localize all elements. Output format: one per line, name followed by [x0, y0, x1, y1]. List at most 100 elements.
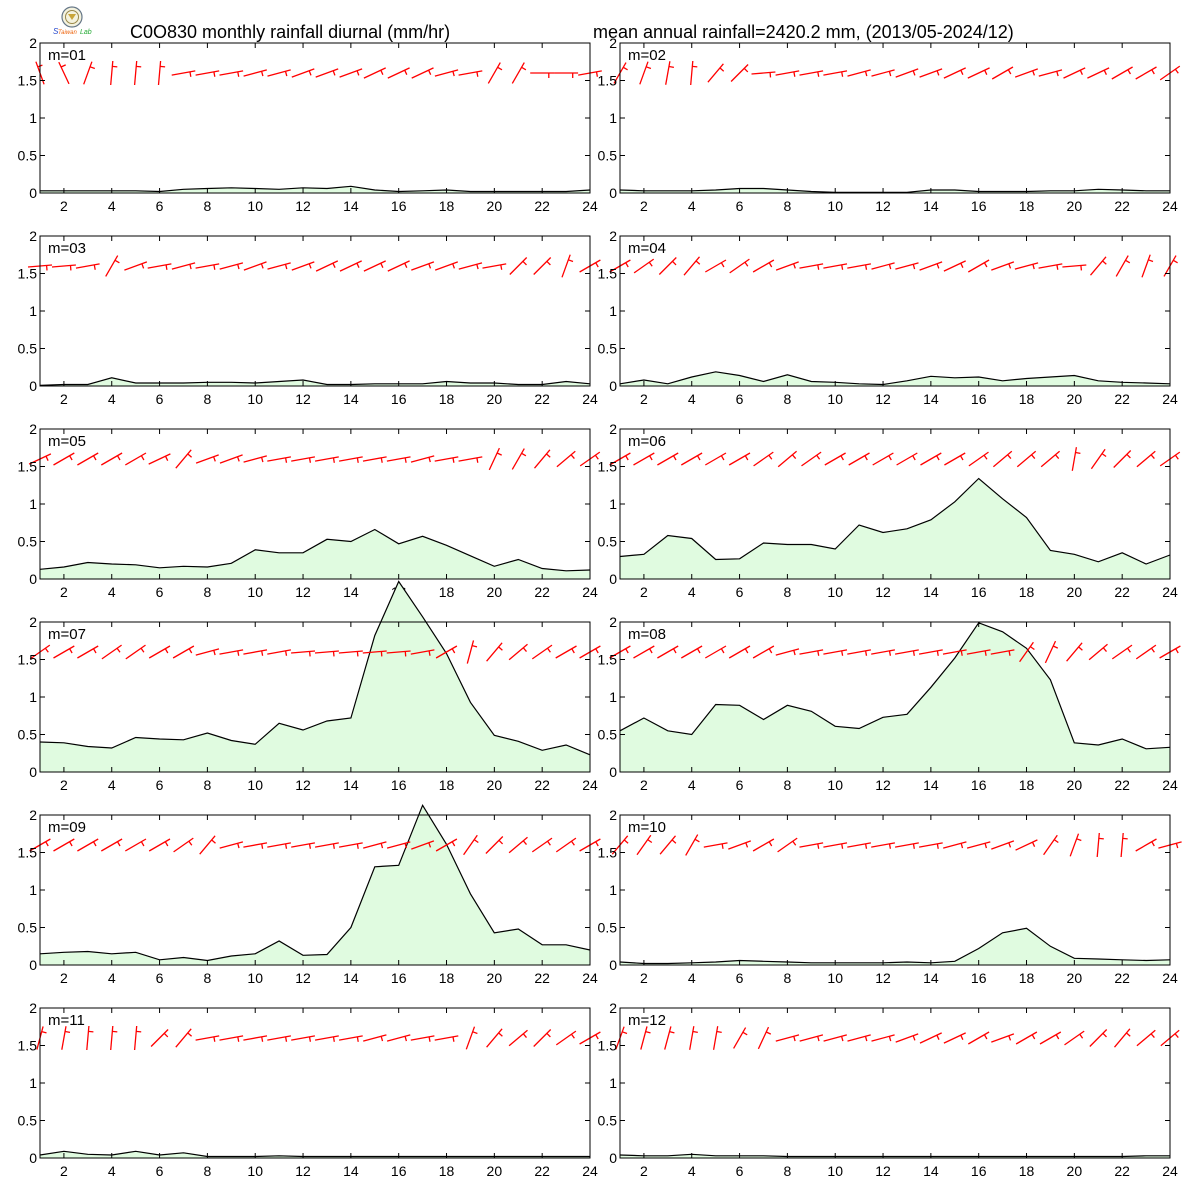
wind-barb-flag	[261, 1036, 264, 1042]
wind-barb	[150, 1029, 169, 1047]
wind-barb-flag	[888, 843, 892, 849]
wind-barb-flag	[93, 264, 96, 270]
wind-barb	[338, 1035, 363, 1041]
wind-barb-flag	[1032, 70, 1036, 76]
wind-barb-flag	[984, 69, 988, 75]
x-tick-label: 22	[1114, 777, 1130, 793]
wind-barb-flag	[356, 843, 359, 849]
wind-barb-flag	[45, 841, 49, 847]
wind-barbs	[36, 1025, 601, 1051]
wind-barb	[1141, 254, 1151, 278]
x-tick-label: 12	[295, 777, 311, 793]
x-tick-label: 24	[1162, 777, 1178, 793]
wind-barb	[77, 645, 99, 659]
wind-barb-flag	[428, 457, 431, 463]
wind-barb-flag	[912, 70, 916, 76]
wind-barb	[75, 263, 100, 269]
x-tick-label: 20	[1067, 1163, 1083, 1179]
wind-barb	[561, 254, 571, 278]
wind-barb-flag	[1056, 71, 1059, 77]
wind-barb-flag	[864, 650, 868, 656]
x-tick-label: 6	[736, 584, 744, 600]
wind-barb-flag	[64, 1030, 71, 1034]
wind-barb	[943, 67, 966, 79]
wind-barb-flag	[498, 1032, 503, 1037]
x-tick-label: 2	[640, 198, 648, 214]
wind-barb-flag	[356, 651, 359, 657]
x-tick-label: 16	[971, 1163, 987, 1179]
wind-barb	[823, 649, 848, 655]
x-tick-label: 20	[487, 198, 503, 214]
x-tick-label: 4	[108, 584, 116, 600]
wind-barb-flag	[645, 1030, 651, 1034]
x-tick-label: 2	[640, 391, 648, 407]
wind-barb-flag	[672, 455, 677, 461]
x-tick-label: 18	[1019, 198, 1035, 214]
x-tick-label: 4	[108, 970, 116, 986]
wind-barb	[640, 1026, 648, 1050]
month-label: m=12	[628, 1012, 666, 1029]
wind-barb	[1135, 644, 1157, 660]
x-tick-label: 8	[203, 391, 211, 407]
x-tick-label: 18	[439, 777, 455, 793]
wind-barb-flag	[1172, 259, 1178, 264]
wind-barb-flag	[841, 650, 844, 656]
wind-barb-flag	[594, 454, 599, 460]
wind-barb	[657, 645, 679, 659]
y-tick-label: 0	[609, 378, 617, 394]
x-tick-label: 8	[783, 777, 791, 793]
wind-barb	[243, 649, 268, 655]
wind-barb-flag	[720, 648, 725, 654]
svg-text:Lab: Lab	[80, 29, 92, 36]
x-tick-label: 8	[203, 970, 211, 986]
wind-barb-flag	[260, 263, 264, 269]
wind-barb	[871, 262, 895, 270]
wind-barb-flag	[451, 648, 456, 654]
wind-barb-flag	[1150, 1033, 1155, 1039]
wind-barb-flag	[1101, 453, 1107, 458]
y-tick-label: 0	[609, 764, 617, 780]
x-tick-label: 16	[971, 777, 987, 793]
wind-barb	[1090, 256, 1107, 276]
wind-barb	[53, 452, 75, 466]
wind-barb	[639, 61, 649, 85]
wind-barb-flag	[404, 457, 407, 463]
month-label: m=03	[48, 240, 86, 257]
x-tick-label: 20	[1067, 198, 1083, 214]
wind-barb-flag	[960, 69, 964, 75]
wind-barb	[689, 1026, 695, 1050]
wind-barb	[871, 1034, 895, 1042]
x-tick-label: 22	[534, 1163, 550, 1179]
wind-barb-flag	[888, 455, 892, 461]
wind-barb	[895, 262, 919, 270]
wind-barb	[511, 62, 525, 84]
wind-barb	[657, 452, 679, 466]
y-tick-label: 0	[29, 1150, 37, 1166]
wind-barb	[752, 645, 775, 659]
wind-barbs	[29, 640, 601, 664]
wind-barb-flag	[816, 454, 821, 460]
wind-barb-flag	[212, 456, 216, 462]
wind-barb	[195, 263, 220, 269]
wind-barb	[943, 1032, 966, 1044]
y-tick-label: 0	[609, 185, 617, 201]
wind-barb	[291, 650, 316, 654]
wind-barb	[1066, 642, 1083, 662]
wind-barb-flag	[140, 841, 145, 847]
x-tick-label: 8	[783, 391, 791, 407]
x-tick-label: 14	[923, 970, 939, 986]
x-tick-label: 24	[582, 584, 598, 600]
wind-barb-flag	[1031, 454, 1036, 460]
x-tick-label: 20	[1067, 584, 1083, 600]
wind-barb-flag	[1031, 1034, 1036, 1040]
x-tick-label: 20	[1067, 391, 1083, 407]
wind-barb-flag	[888, 1036, 892, 1042]
wind-barb	[919, 261, 943, 271]
x-tick-label: 10	[827, 777, 843, 793]
x-tick-label: 18	[439, 1163, 455, 1179]
wind-barb	[633, 645, 655, 659]
wind-barb-flag	[188, 648, 193, 654]
wind-barb	[458, 70, 483, 76]
wind-barb-flag	[1032, 264, 1035, 270]
wind-barb-flag	[840, 1036, 844, 1042]
